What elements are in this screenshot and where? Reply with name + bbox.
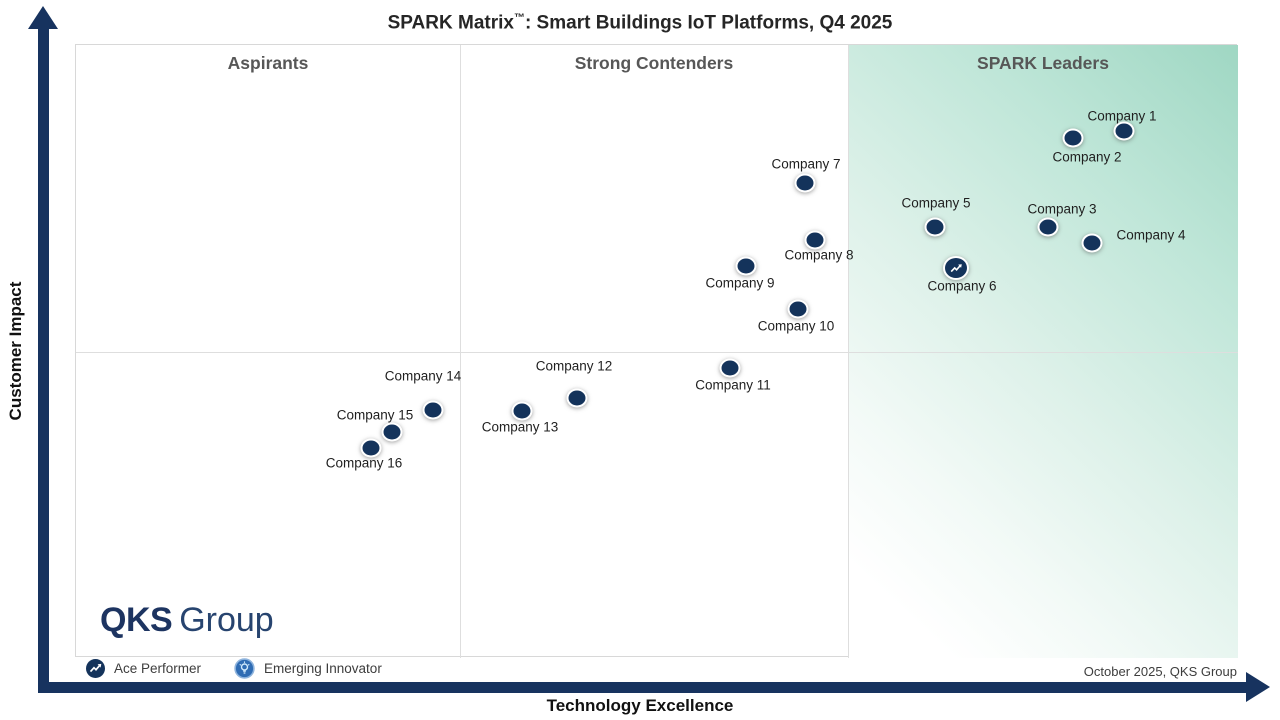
data-point-label: Company 16 [325,455,403,471]
trademark-symbol: ™ [513,12,525,24]
data-point-label: Company 8 [784,247,854,263]
data-point [1113,121,1135,141]
quadrant-divider-horizontal [76,352,1238,353]
y-axis-label: Customer Impact [6,281,25,421]
data-point-label: Company 1 [1087,108,1157,124]
legend-item-ace-performer: Ace Performer [86,659,201,678]
data-point [1062,128,1084,148]
data-point [924,217,946,237]
x-axis-line [38,682,1248,693]
legend-label: Ace Performer [114,661,202,676]
page-title: SPARK Matrix™: Smart Buildings IoT Platf… [0,12,1280,34]
plot-area: Aspirants Strong Contenders SPARK Leader… [75,44,1238,658]
footer-note: October 2025, QKS Group [1083,664,1237,679]
data-point-ace-performer [943,256,969,280]
data-point-label: Company 15 [336,407,414,423]
data-point-label: Company 11 [695,377,771,393]
data-point-label: Company 13 [481,419,559,435]
data-point-label: Company 2 [1052,149,1122,165]
title-main: SPARK Matrix [387,12,514,34]
emerging-innovator-icon [234,658,255,679]
data-point [735,256,757,276]
data-point [794,173,816,193]
qks-group-logo: QKS Group [100,601,274,640]
quadrant-label-aspirants: Aspirants [227,53,309,73]
data-point [360,438,382,458]
data-point-label: Company 9 [705,275,775,291]
data-point-label: Company 4 [1116,227,1186,243]
data-point [1037,217,1059,237]
legend-label: Emerging Innovator [264,661,382,676]
data-point-label: Company 14 [384,368,462,384]
x-axis-arrow-icon [1246,672,1270,702]
data-point-label: Company 12 [535,358,613,374]
logo-light-text: Group [179,601,274,639]
title-rest: : Smart Buildings IoT Platforms, Q4 2025 [524,12,893,34]
y-axis-line [38,26,49,687]
legend-item-emerging-innovator: Emerging Innovator [234,658,382,679]
data-point [787,299,809,319]
data-point-label: Company 6 [927,278,997,294]
quadrant-label-spark-leaders: SPARK Leaders [977,53,1109,73]
data-point [804,230,826,250]
data-point [1081,233,1103,253]
quadrant-label-strong-contenders: Strong Contenders [574,53,734,73]
logo-bold-text: QKS [100,601,173,639]
data-point-label: Company 10 [757,318,835,334]
quadrant-divider-vertical-1 [460,45,461,658]
data-point [719,358,741,378]
data-point-label: Company 7 [771,156,841,172]
quadrant-divider-vertical-2 [848,45,849,658]
data-point [566,388,588,408]
x-axis-label: Technology Excellence [546,696,734,715]
data-point-label: Company 5 [901,195,971,211]
y-axis-arrow-icon [28,6,58,29]
data-points-layer: Company 1 Company 2 Company 3 Company 4 Comp… [76,45,1236,656]
data-point-label: Company 3 [1027,201,1097,217]
leaders-quadrant-background [848,45,1238,658]
ace-performer-icon [86,659,105,678]
data-point [422,400,444,420]
data-point [511,401,533,421]
data-point [381,422,403,442]
